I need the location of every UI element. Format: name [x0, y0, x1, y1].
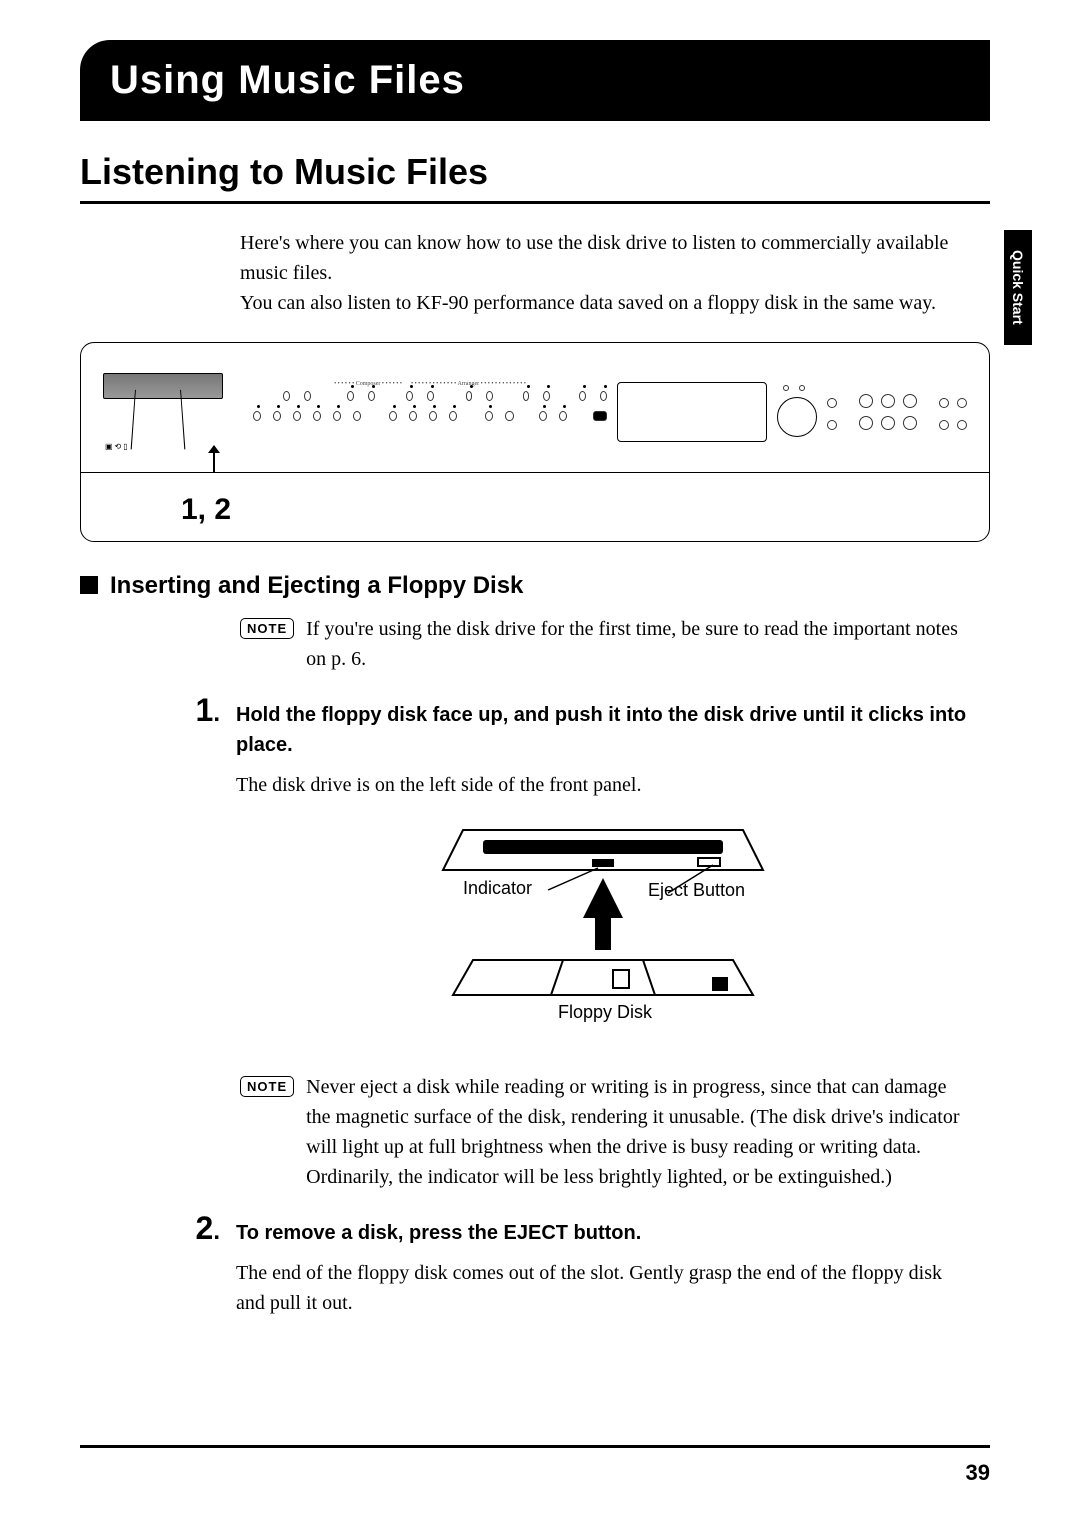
intro-text: Here's where you can know how to use the… — [240, 228, 970, 318]
step-2-title: To remove a disk, press the EJECT button… — [236, 1218, 970, 1248]
sub-heading: Inserting and Ejecting a Floppy Disk — [80, 572, 990, 600]
floppy-insert-figure: Indicator Eject Button Floppy Disk — [393, 820, 813, 1040]
chapter-banner: Using Music Files — [80, 40, 990, 121]
note-text-1: If you're using the disk drive for the f… — [306, 614, 970, 674]
panel-right-controls — [777, 385, 977, 439]
note-block-1: NOTE If you're using the disk drive for … — [240, 614, 970, 674]
panel-dial — [777, 397, 817, 437]
note-text-2: Never eject a disk while reading or writ… — [306, 1072, 970, 1192]
side-tab-quick-start: Quick Start — [1004, 230, 1032, 345]
section-title: Listening to Music Files — [80, 151, 990, 204]
intro-p1: Here's where you can know how to use the… — [240, 228, 970, 288]
note-tag: NOTE — [240, 1076, 294, 1097]
step-1: 1. Hold the floppy disk face up, and pus… — [180, 692, 970, 1060]
panel-disk-drive: ▣ ⟲ ▯ — [93, 367, 243, 457]
fig-label-floppy: Floppy Disk — [558, 1002, 652, 1023]
panel-lcd-screen — [617, 382, 767, 442]
bottom-rule — [80, 1445, 990, 1448]
step-2-desc: The end of the floppy disk comes out of … — [236, 1258, 970, 1318]
panel-callout-arrow — [213, 453, 215, 473]
note-block-2: NOTE Never eject a disk while reading or… — [240, 1072, 970, 1192]
step-1-number: 1. — [180, 692, 220, 729]
panel-center-controls: • • • • • • Composer • • • • • • • • • •… — [253, 367, 607, 457]
panel-inner: ▣ ⟲ ▯ • • • • • • Composer • • • • • • •… — [81, 343, 989, 473]
square-bullet-icon — [80, 576, 98, 594]
note-tag: NOTE — [240, 618, 294, 639]
page-number: 39 — [966, 1460, 990, 1486]
panel-callout-label: 1, 2 — [181, 493, 231, 527]
step-1-title: Hold the floppy disk face up, and push i… — [236, 700, 970, 760]
fig-label-indicator: Indicator — [463, 878, 532, 899]
fig-label-eject: Eject Button — [648, 880, 745, 901]
chapter-title: Using Music Files — [110, 58, 990, 103]
step-2: 2. To remove a disk, press the EJECT but… — [180, 1210, 970, 1318]
control-panel-diagram: ▣ ⟲ ▯ • • • • • • Composer • • • • • • •… — [80, 342, 990, 542]
step-1-desc: The disk drive is on the left side of th… — [236, 770, 970, 800]
step-2-number: 2. — [180, 1210, 220, 1247]
intro-p2: You can also listen to KF-90 performance… — [240, 288, 970, 318]
